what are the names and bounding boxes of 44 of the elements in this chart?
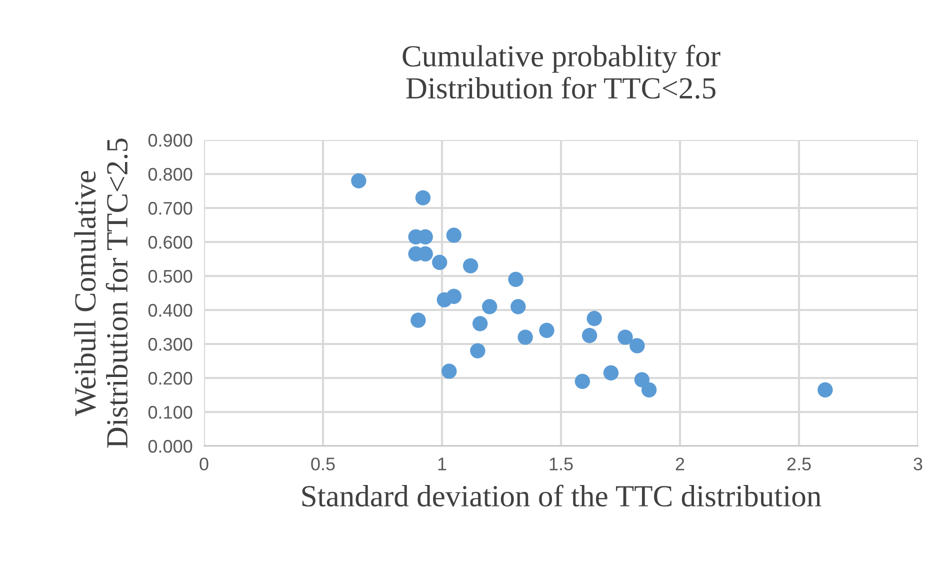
point [351, 173, 366, 188]
y-tick-label: 0.200 [148, 372, 192, 385]
point [415, 190, 431, 206]
point [634, 372, 650, 388]
y-tick-label: 0.900 [148, 134, 192, 147]
point [574, 374, 590, 390]
point [462, 258, 478, 274]
point [630, 338, 645, 354]
y-tick-label: 0.400 [148, 304, 192, 317]
y-tick-label: 0.100 [148, 406, 192, 419]
y-tick-label: 0.700 [148, 202, 192, 215]
x-tick-label: 1 [438, 458, 446, 470]
point [582, 328, 598, 344]
x-axis-title: Standard deviation of the TTC distribution [302, 484, 822, 507]
y-tick-label: 0.500 [148, 270, 192, 283]
point [472, 316, 488, 332]
x-tick-label: 3 [914, 458, 922, 470]
y-tick-label: 0.300 [148, 338, 192, 351]
point [518, 330, 533, 345]
point [446, 288, 462, 304]
x-tick-label: 0.5 [311, 458, 335, 470]
point [510, 298, 526, 314]
x-tick-label: 2 [676, 458, 684, 470]
point [641, 382, 657, 398]
x-tick-label: 2.5 [787, 458, 811, 470]
point [470, 343, 486, 358]
point [446, 228, 462, 243]
point [818, 382, 833, 398]
chart-title: Cumulative probablity for Distribution for TTC<2.5 [402, 44, 720, 99]
point [539, 322, 554, 338]
y-axis-title: Weibull Comulative Distribution for TTC<2.5 [74, 138, 128, 448]
x-tick-label: 1.5 [550, 458, 573, 470]
point [618, 330, 633, 345]
point [442, 364, 457, 379]
point [508, 272, 524, 288]
point [432, 254, 448, 270]
point [603, 365, 619, 381]
point [410, 312, 426, 328]
x-tick-label: 0 [200, 458, 208, 470]
point [482, 298, 498, 314]
y-tick-label: 0.800 [148, 168, 192, 181]
point [586, 310, 602, 326]
y-tick-label: 0.600 [148, 236, 192, 249]
y-tick-label: 0.000 [148, 440, 192, 453]
